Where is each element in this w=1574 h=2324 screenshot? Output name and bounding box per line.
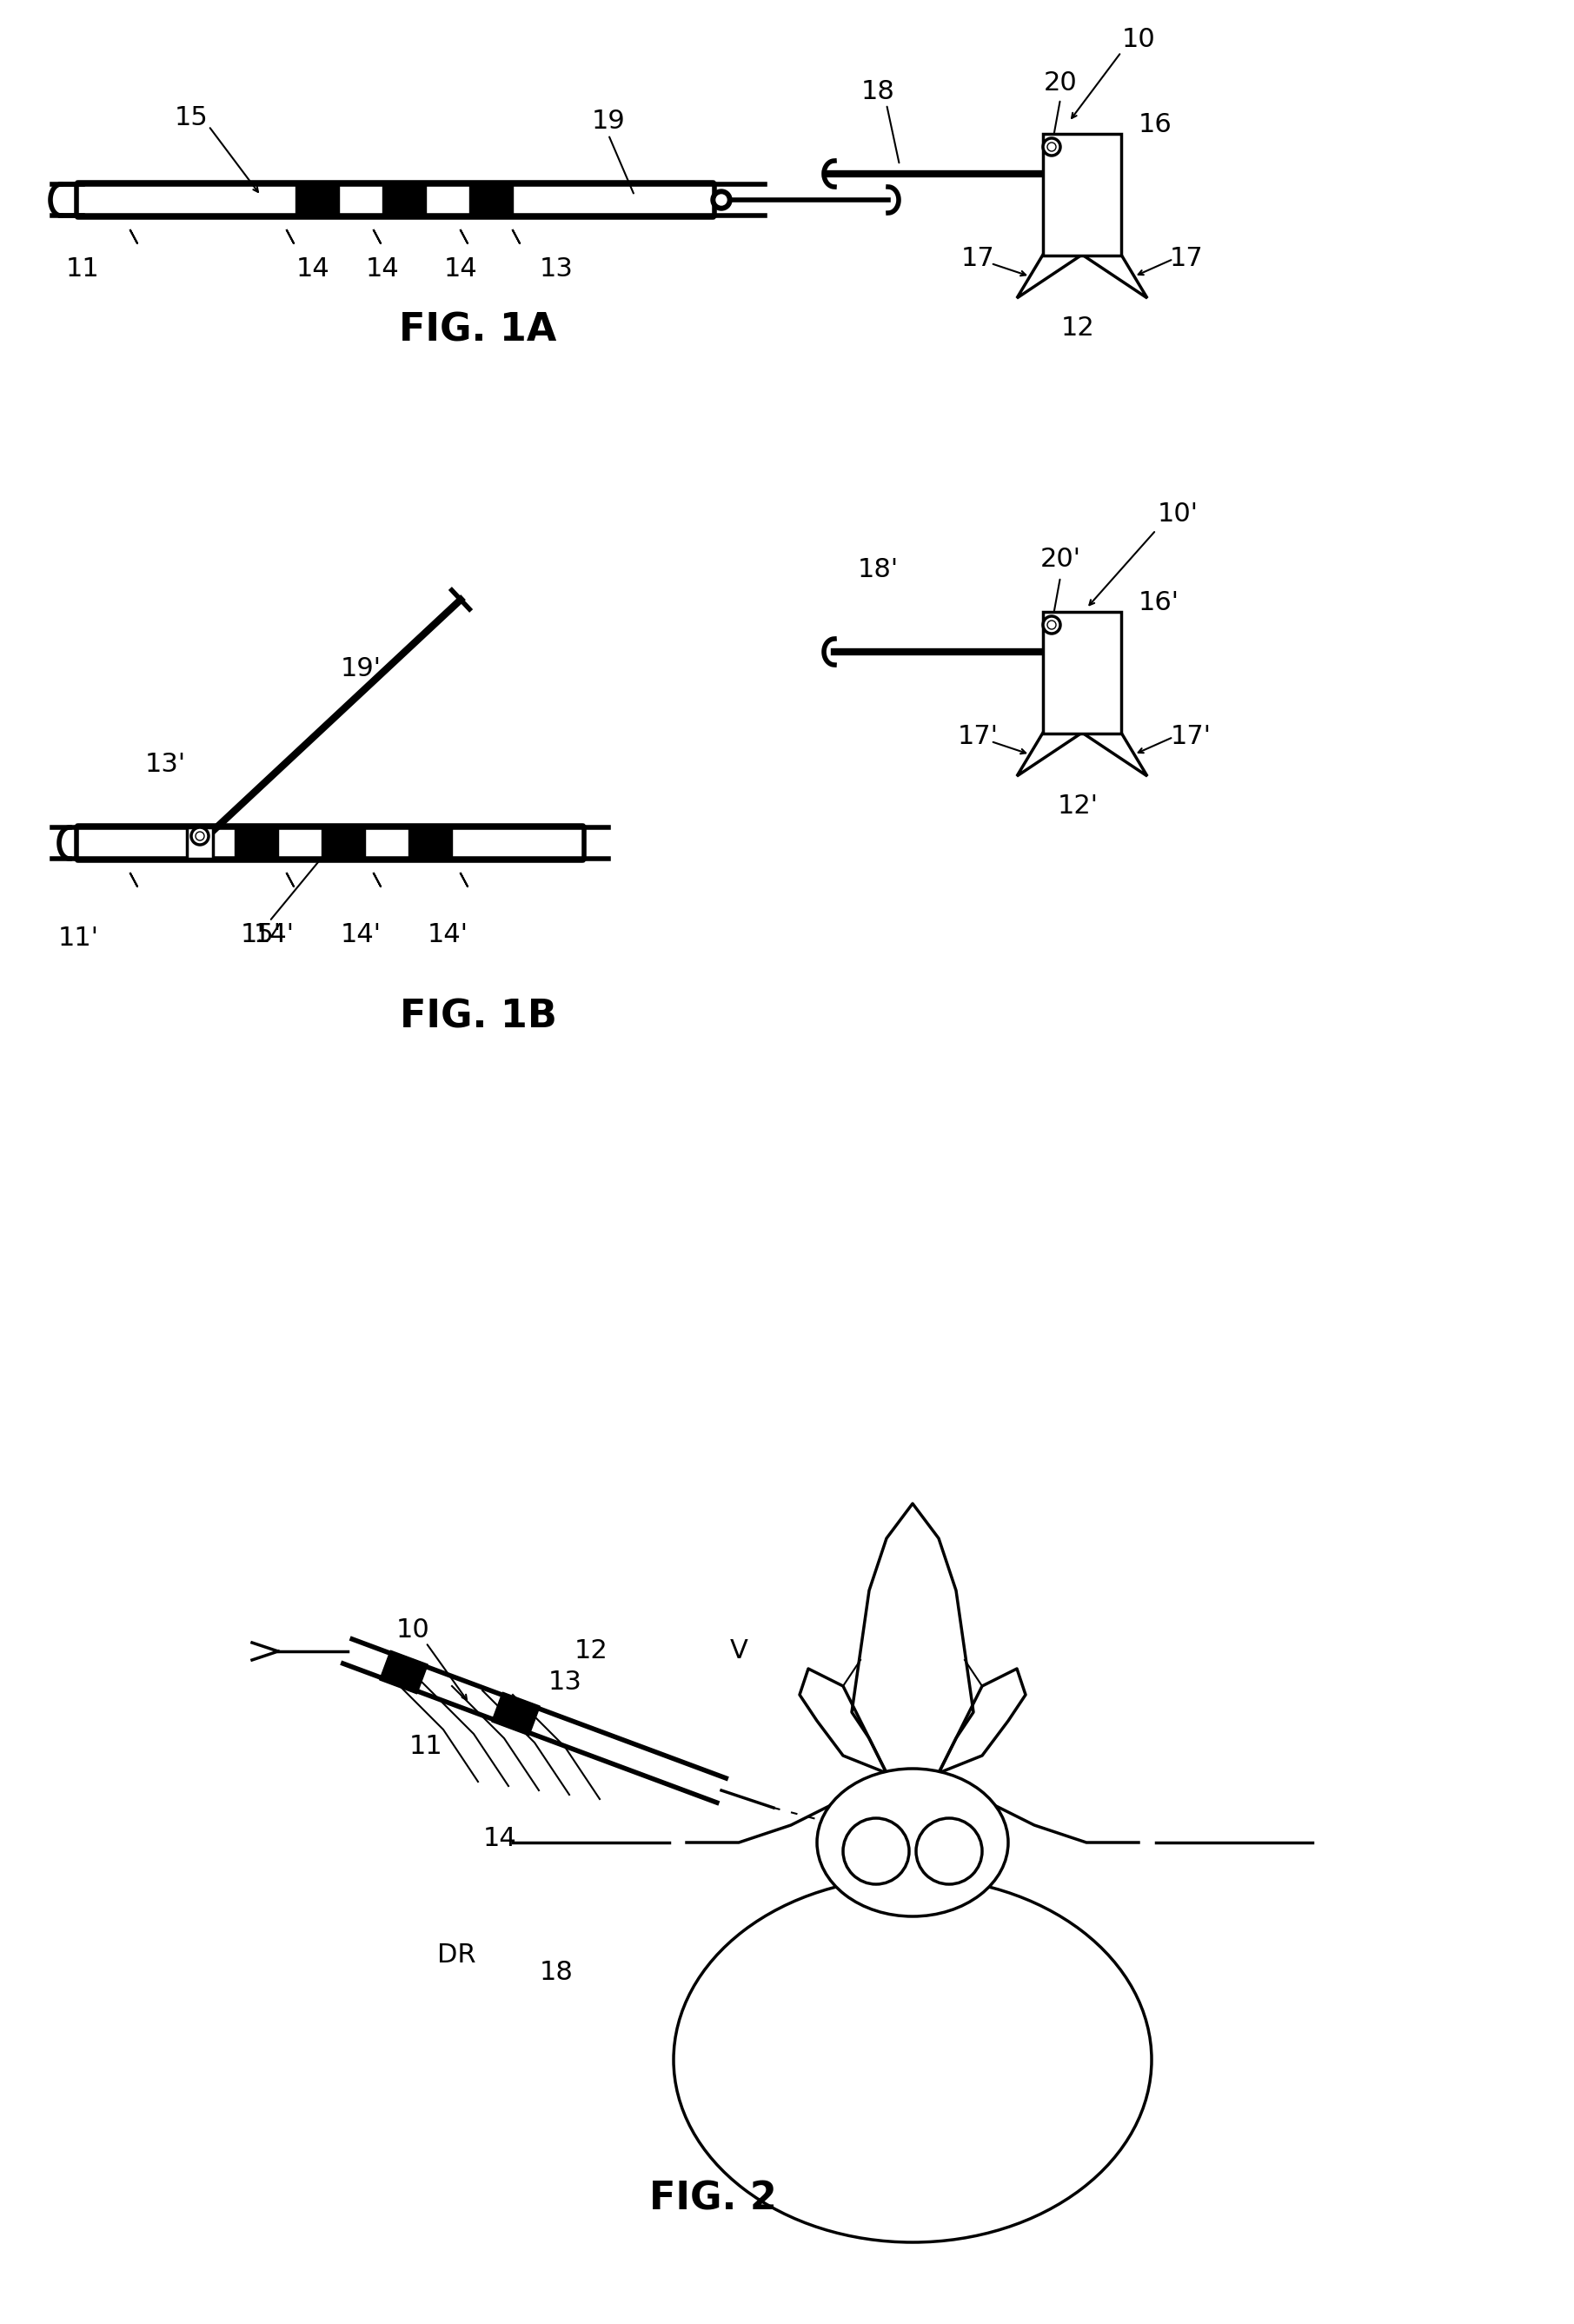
Text: 13': 13' [145, 753, 186, 779]
Polygon shape [491, 1692, 540, 1736]
Bar [382, 184, 427, 216]
Text: 20': 20' [1040, 546, 1081, 572]
Text: 11: 11 [409, 1734, 442, 1759]
Text: 14: 14 [296, 258, 329, 281]
Circle shape [844, 1817, 910, 1885]
Text: 14': 14' [253, 923, 294, 946]
Text: 16: 16 [1138, 112, 1173, 137]
Circle shape [190, 827, 209, 846]
Text: 13: 13 [540, 258, 573, 281]
Text: 11': 11' [58, 925, 99, 951]
Text: 15: 15 [175, 105, 208, 130]
Text: 12': 12' [1058, 795, 1099, 818]
Text: 17: 17 [962, 246, 995, 272]
Bar [1044, 611, 1121, 734]
Text: 18: 18 [540, 1959, 573, 1985]
Text: 19: 19 [592, 109, 625, 135]
Polygon shape [1017, 256, 1081, 297]
Text: V: V [730, 1638, 748, 1664]
Text: 18: 18 [861, 79, 894, 105]
Circle shape [716, 195, 727, 205]
Text: 14': 14' [340, 923, 381, 946]
Circle shape [711, 191, 732, 211]
Ellipse shape [817, 1769, 1009, 1917]
Bar [187, 827, 212, 858]
Text: 14: 14 [483, 1827, 516, 1850]
Bar [1044, 135, 1121, 256]
Text: FIG. 1B: FIG. 1B [400, 999, 557, 1037]
Circle shape [1047, 621, 1056, 630]
Text: 19': 19' [340, 658, 381, 681]
Polygon shape [1081, 732, 1147, 776]
Text: 17: 17 [1169, 246, 1203, 272]
Circle shape [1047, 142, 1056, 151]
Text: FIG. 2: FIG. 2 [648, 2180, 776, 2217]
Text: 16': 16' [1138, 590, 1179, 616]
Text: 10: 10 [397, 1618, 430, 1643]
Circle shape [1044, 616, 1061, 634]
Ellipse shape [674, 1878, 1152, 2243]
Text: 18': 18' [858, 558, 899, 581]
Text: 14: 14 [444, 258, 477, 281]
Circle shape [1044, 137, 1061, 156]
Polygon shape [379, 1650, 428, 1694]
Text: 11: 11 [66, 258, 99, 281]
Circle shape [195, 832, 205, 841]
Bar [321, 827, 365, 858]
Text: 12: 12 [1061, 316, 1094, 342]
Text: 13: 13 [548, 1669, 582, 1694]
Text: FIG. 1A: FIG. 1A [400, 311, 557, 349]
Bar [409, 827, 452, 858]
Text: 10': 10' [1157, 502, 1198, 528]
FancyBboxPatch shape [77, 184, 715, 216]
Text: 15': 15' [241, 923, 282, 946]
Bar [235, 827, 279, 858]
FancyBboxPatch shape [77, 825, 584, 860]
Text: 17': 17' [1171, 725, 1210, 751]
Text: 10: 10 [1122, 26, 1155, 51]
Bar [296, 184, 338, 216]
Text: DR: DR [438, 1943, 475, 1968]
Text: 12: 12 [575, 1638, 608, 1664]
Bar [469, 184, 513, 216]
Text: 14': 14' [427, 923, 467, 946]
Polygon shape [1017, 732, 1081, 776]
Circle shape [916, 1817, 982, 1885]
Text: 14: 14 [365, 258, 400, 281]
Polygon shape [1081, 256, 1147, 297]
Text: 20: 20 [1044, 70, 1077, 95]
Text: 17': 17' [957, 725, 998, 751]
